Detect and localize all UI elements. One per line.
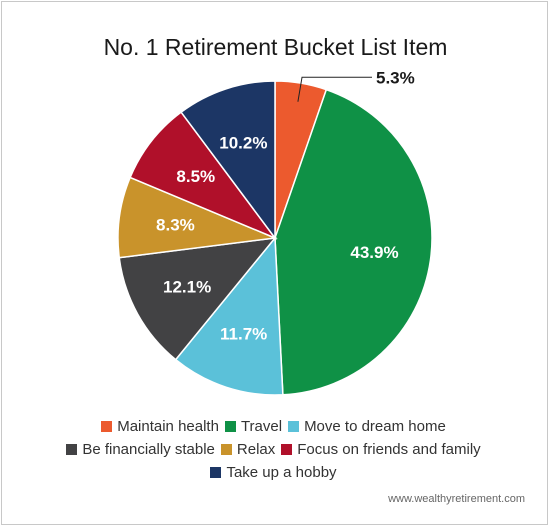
pie-slice-be-financially-stable — [118, 237, 277, 361]
data-label-maintain-health: 5.3% — [376, 68, 415, 87]
chart-title: No. 1 Retirement Bucket List Item — [103, 34, 448, 60]
data-label-focus-on-friends-and-family: 8.5% — [176, 167, 215, 186]
pie-slice-focus-on-friends-and-family — [129, 111, 278, 240]
data-label-be-financially-stable: 12.1% — [163, 278, 211, 297]
legend-item-take-up-a-hobby: Take up a hobby — [210, 464, 337, 481]
legend-item-travel: Travel — [224, 418, 283, 435]
legend-item-relax: Relax — [220, 441, 276, 458]
legend-item-move-to-dream-home: Move to dream home — [288, 418, 446, 435]
pie-slice-move-to-dream-home — [174, 236, 284, 396]
legend-item-maintain-health: Maintain health — [101, 418, 219, 435]
legend-swatch — [66, 444, 78, 455]
legend-swatch — [224, 421, 236, 432]
legend-swatch — [101, 421, 113, 432]
legend-swatch — [210, 467, 222, 478]
legend-label: Focus on friends and family — [297, 441, 481, 458]
legend-item-focus-on-friends-and-family: Focus on friends and family — [281, 441, 481, 458]
legend-swatch — [281, 444, 293, 455]
legend-row: Take up a hobby — [0, 464, 547, 481]
legend-row: Be financially stable Relax Focus on frien… — [0, 441, 547, 458]
legend-swatch — [220, 444, 232, 455]
legend-label: Move to dream home — [304, 418, 446, 435]
legend-label: Relax — [236, 441, 276, 458]
data-label-move-to-dream-home: 11.7% — [220, 324, 267, 343]
legend-item-be-financially-stable: Be financially stable — [66, 441, 215, 458]
legend-row: Maintain health Travel Move to dream home — [0, 418, 547, 435]
source-footer: www.wealthyretirement.com — [388, 493, 525, 505]
pie-slice-take-up-a-hobby — [180, 80, 276, 241]
data-label-travel: 43.9% — [350, 243, 398, 262]
legend-swatch — [288, 421, 300, 432]
legend-label: Travel — [240, 418, 283, 435]
legend-label: Maintain health — [117, 418, 219, 435]
data-label-relax: 8.3% — [156, 215, 195, 234]
pie-slice-travel — [274, 88, 433, 396]
legend-label: Be financially stable — [82, 441, 215, 458]
data-label-take-up-a-hobby: 10.2% — [219, 134, 267, 153]
legend-label: Take up a hobby — [226, 464, 337, 481]
leader-line-maintain-health — [297, 76, 373, 102]
